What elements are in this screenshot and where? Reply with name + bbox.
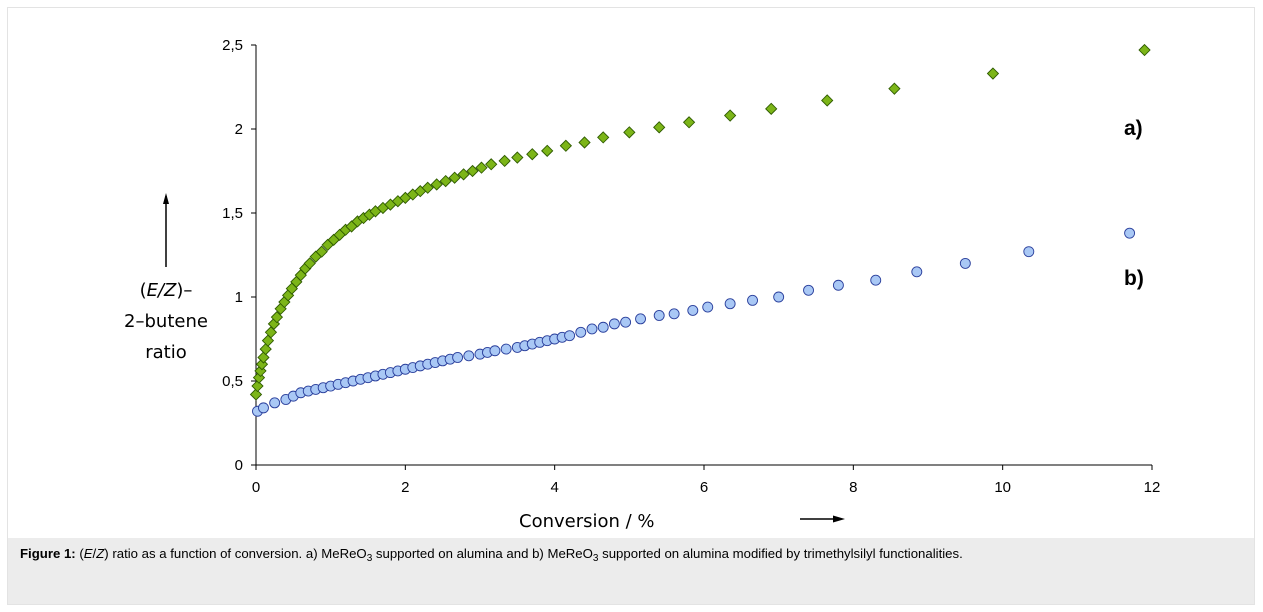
series-a-point xyxy=(421,181,434,194)
x-arrow-head xyxy=(833,515,845,523)
y-tick-label: 1,5 xyxy=(222,205,243,222)
y-ticks: 0 0,5 1 1,5 2 2,5 xyxy=(222,37,256,474)
series-b-point xyxy=(724,298,736,310)
series-a-point xyxy=(498,154,511,168)
series-b-point xyxy=(668,308,680,320)
caption-subscript-1: 3 xyxy=(366,553,373,564)
series-b-point xyxy=(803,284,814,296)
series-a-point xyxy=(578,136,591,149)
series-b-point xyxy=(1124,227,1136,239)
series-a-point xyxy=(257,351,270,364)
series-a-point xyxy=(270,311,284,324)
caption-subscript-2: 3 xyxy=(592,553,599,564)
series-a-point xyxy=(888,82,901,95)
y-tick-label: 1 xyxy=(235,289,243,306)
series-b-point xyxy=(575,326,587,338)
series-b-point xyxy=(489,345,501,357)
series-b-point xyxy=(635,313,646,325)
series-b-point xyxy=(653,310,665,321)
series-a-point xyxy=(475,161,488,174)
series-a-point xyxy=(485,158,498,171)
series-a-points xyxy=(249,43,1151,401)
figure-frame xyxy=(7,7,1255,605)
series-b-point xyxy=(747,294,758,306)
series-a-point xyxy=(303,257,316,270)
x-tick-label: 4 xyxy=(550,479,558,496)
x-ticks: 0 2 4 6 8 10 12 xyxy=(252,465,1161,496)
y-axis-title-line-3: ratio xyxy=(145,342,187,363)
y-axis-title: (E/Z)– 2–butene ratio xyxy=(124,193,208,363)
series-a-point xyxy=(541,144,554,157)
y-axis-title-line-1: (E/Z)– xyxy=(140,280,193,301)
series-b-point xyxy=(687,304,699,316)
series-a-point xyxy=(466,164,479,178)
series-a-label: a) xyxy=(1124,117,1143,140)
y-axis-title-line-2: 2–butene xyxy=(124,311,208,332)
y-tick-label: 2,5 xyxy=(222,37,243,54)
y-tick-label: 2 xyxy=(235,121,243,138)
y-tick-label: 0,5 xyxy=(222,373,243,390)
y-arrow-head xyxy=(163,193,169,204)
series-b-point xyxy=(702,301,714,313)
series-b-point xyxy=(620,316,632,328)
series-a-point xyxy=(439,174,452,188)
series-a-point xyxy=(821,94,834,107)
series-b-point xyxy=(1023,246,1035,258)
axes xyxy=(255,45,1152,466)
x-tick-label: 12 xyxy=(1144,479,1161,496)
x-tick-label: 2 xyxy=(401,479,409,496)
series-a-point xyxy=(448,171,461,184)
series-a-point xyxy=(315,245,328,258)
series-a-point xyxy=(597,131,610,144)
series-a-point xyxy=(986,67,1000,80)
series-b-point xyxy=(870,274,882,286)
x-axis-title: Conversion / % xyxy=(519,511,845,532)
series-a-point xyxy=(723,109,737,122)
series-b-point xyxy=(608,318,620,330)
series-b-point xyxy=(564,330,576,342)
series-b-point xyxy=(959,257,971,269)
series-b-point xyxy=(463,350,475,362)
series-b-point xyxy=(597,321,609,333)
series-b-label: b) xyxy=(1124,267,1144,290)
scatter-chart: 0 0,5 1 1,5 2 2,5 0 2 4 6 8 10 12 a) b) (E/Z)– 2–bu… xyxy=(124,37,1161,532)
series-b-point xyxy=(832,279,844,291)
caption-text-slash: / xyxy=(92,546,97,561)
x-tick-label: 8 xyxy=(849,479,857,496)
series-a-point xyxy=(623,126,636,139)
caption-label: Figure 1: xyxy=(20,546,76,561)
caption-text-2: ) ratio as a function of conversion. a) … xyxy=(104,546,367,561)
series-a-point xyxy=(249,388,263,401)
series-a-point xyxy=(765,102,778,115)
caption-text-3: supported on alumina and b) MeReO xyxy=(372,546,593,561)
series-b-point xyxy=(773,291,785,303)
series-a-point xyxy=(1138,43,1151,57)
series-b-point xyxy=(258,402,269,414)
y-tick-label: 0 xyxy=(235,457,243,474)
series-a-point xyxy=(259,342,272,356)
series-a-point xyxy=(430,178,443,191)
series-b-point xyxy=(586,323,598,335)
series-a-point xyxy=(526,148,539,161)
figure-caption: Figure 1: (E/Z) ratio as a function of c… xyxy=(8,538,1254,604)
x-tick-label: 10 xyxy=(994,479,1011,496)
series-b-point xyxy=(452,352,464,363)
series-b-points xyxy=(252,227,1136,417)
caption-text-1: ( xyxy=(75,546,84,561)
series-b-point xyxy=(500,343,512,355)
caption-italic-z: Z xyxy=(96,546,105,561)
x-tick-label: 0 xyxy=(252,479,260,496)
series-a-point xyxy=(559,139,573,152)
x-tick-label: 6 xyxy=(700,479,708,496)
series-b-point xyxy=(911,266,923,278)
x-axis-title-text: Conversion / % xyxy=(519,511,655,532)
series-a-point xyxy=(682,116,696,129)
caption-italic-e: E xyxy=(83,546,93,561)
series-a-point xyxy=(251,379,264,393)
series-a-point xyxy=(653,121,666,134)
series-b-point xyxy=(269,397,281,409)
series-a-point xyxy=(457,168,470,181)
caption-text-4: supported on alumina modified by trimeth… xyxy=(598,546,963,561)
series-a-point xyxy=(511,151,524,164)
